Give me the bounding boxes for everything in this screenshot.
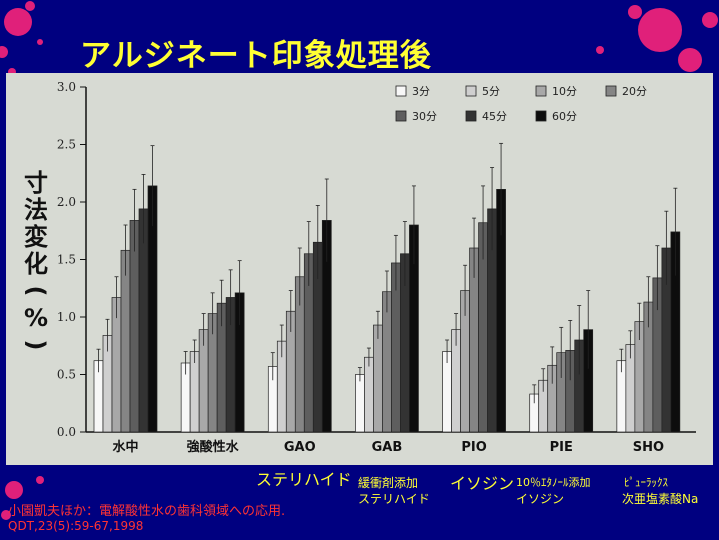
bar-group <box>442 142 506 433</box>
legend-item: 20分 <box>605 85 647 98</box>
label-sterihyde: ステリハイド <box>256 470 352 489</box>
y-tick-label: 2.0 <box>57 195 76 209</box>
label-ethanol-isodine: イソジン <box>516 492 565 506</box>
citation-journal: QDT,23(5):59-67,1998 <box>8 519 144 533</box>
bar <box>373 324 383 433</box>
bar-group <box>529 290 594 433</box>
legend-swatch <box>605 85 617 97</box>
category-label: GAO <box>284 440 316 455</box>
legend-label: 45分 <box>482 110 507 123</box>
category-label: PIO <box>461 440 486 455</box>
legend-swatch <box>465 110 477 122</box>
bar <box>442 351 452 433</box>
legend-swatch <box>535 110 547 122</box>
category-label: SHO <box>633 440 664 455</box>
y-tick-label: 1.0 <box>57 310 76 324</box>
y-tick-label: 0.5 <box>57 368 76 382</box>
x-axis-categories: 水中 強酸性水 GAO GAB PIO PIE SHO <box>112 439 664 455</box>
y-axis-ticks: 0.0 0.5 1.0 1.5 2.0 2.5 3.0 <box>57 80 86 439</box>
bar <box>364 356 374 433</box>
slide-title: アルジネート印象処理後 <box>80 38 432 74</box>
legend-label: 30分 <box>412 110 437 123</box>
label-isodine: イソジン <box>450 474 515 493</box>
bar-group <box>355 185 419 433</box>
bar <box>189 351 200 433</box>
label-buffer-added: 緩衝剤添加 <box>358 476 419 490</box>
decorative-splash-top-right <box>596 5 718 100</box>
category-label: GAB <box>372 440 403 455</box>
legend-swatch <box>465 85 477 97</box>
y-label-char: % <box>24 304 48 332</box>
legend-label: 60分 <box>552 110 577 123</box>
y-tick-label: 0.0 <box>57 425 76 439</box>
bar <box>355 374 365 433</box>
legend-label: 3分 <box>412 85 430 98</box>
y-tick-label: 3.0 <box>57 80 76 94</box>
chart-panel: 寸法変化 (%) 0.0 0.5 1.0 1.5 2.0 2.5 3.0 水中 強酸性水 GAO G… <box>6 73 713 465</box>
legend-item: 10分 <box>535 85 577 98</box>
legend-swatch <box>395 85 407 97</box>
bar-group <box>93 145 158 433</box>
bar-groups <box>93 142 681 433</box>
y-label-char: 変 <box>24 223 48 251</box>
decorative-splash-bottom-left <box>1 476 44 520</box>
y-label-char: 化 <box>24 250 48 278</box>
legend-item: 45分 <box>465 110 507 123</box>
label-ethanol-added: 10％ｴﾀﾉｰﾙ添加 <box>516 476 591 489</box>
legend-item: 30分 <box>395 110 437 123</box>
category-label: 強酸性水 <box>187 439 240 455</box>
label-sodium-hypochlorite: 次亜塩素酸Na <box>622 492 699 506</box>
bar-group <box>180 260 245 433</box>
y-tick-label: 1.5 <box>57 253 76 267</box>
label-buffer-sterihyde: ステリハイド <box>358 492 430 506</box>
bar-group <box>616 187 681 433</box>
category-label: PIE <box>550 440 573 455</box>
legend-swatch <box>535 85 547 97</box>
y-label-char: ) <box>22 340 50 351</box>
legend-label: 10分 <box>552 85 577 98</box>
label-purelox: ﾋﾟｭｰﾗｯｸｽ <box>624 476 668 489</box>
chart-legend: 3分 5分 10分 20分 30分 45分 60分 <box>395 85 647 123</box>
y-label-char: 法 <box>24 196 48 224</box>
legend-label: 20分 <box>622 85 647 98</box>
citation-authors: 小園凱夫ほか：電解酸性水の歯科領域への応用. <box>8 504 286 519</box>
decorative-splash-top-left <box>0 1 43 76</box>
legend-item: 3分 <box>395 85 430 98</box>
category-label: 水中 <box>112 439 138 455</box>
y-tick-label: 2.5 <box>57 138 76 152</box>
bar <box>120 249 131 433</box>
bar <box>382 291 392 433</box>
legend-item: 60分 <box>535 110 577 123</box>
legend-label: 5分 <box>482 85 500 98</box>
y-label-char: 寸 <box>24 169 48 197</box>
bar <box>129 220 140 433</box>
legend-item: 5分 <box>465 85 500 98</box>
bar-group <box>267 178 332 433</box>
y-label-char: ( <box>22 286 50 297</box>
legend-swatch <box>395 110 407 122</box>
